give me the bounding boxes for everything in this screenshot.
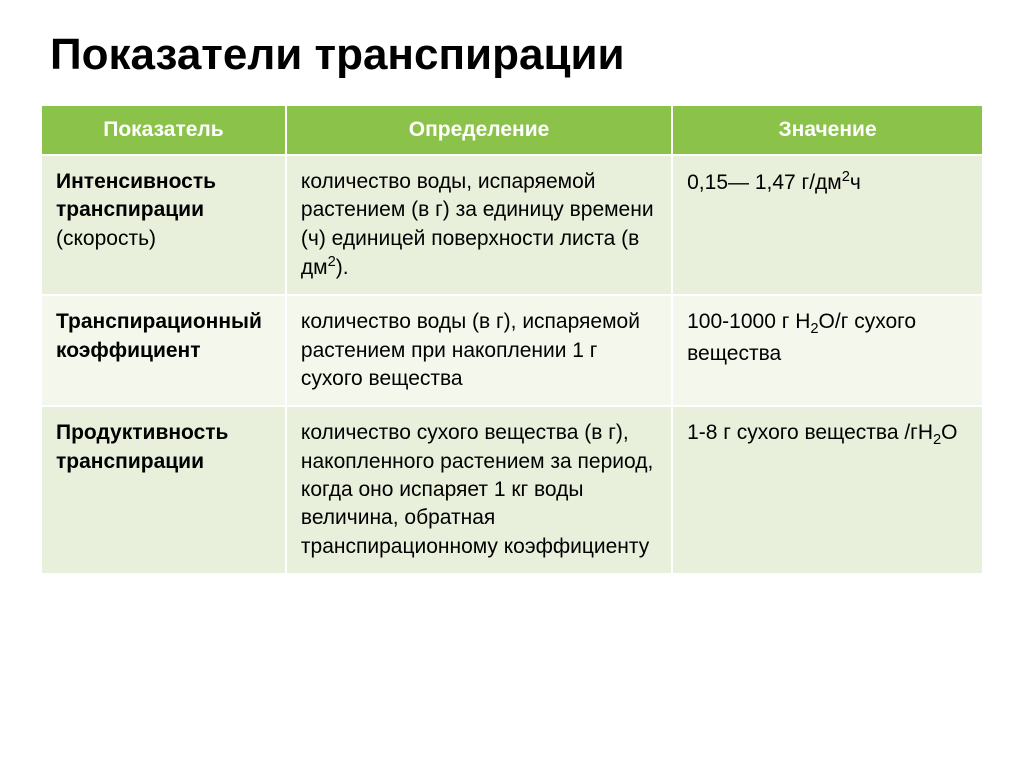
table-row: Транспирационный коэффициент количество … bbox=[41, 295, 983, 406]
cell-value: 0,15— 1,47 г/дм2ч bbox=[672, 155, 983, 295]
col-header-definition: Определение bbox=[286, 105, 672, 155]
value-pre: 0,15— 1,47 г/дм bbox=[687, 171, 842, 194]
table-row: Продуктивность транспирации количество с… bbox=[41, 406, 983, 574]
definition-tail: ). bbox=[336, 256, 349, 279]
cell-indicator: Продуктивность транспирации bbox=[41, 406, 286, 574]
indicator-extra: (скорость) bbox=[56, 227, 156, 250]
cell-indicator: Интенсивность транспирации (скорость) bbox=[41, 155, 286, 295]
indicator-name: Продуктивность транспирации bbox=[56, 421, 228, 472]
cell-indicator: Транспирационный коэффициент bbox=[41, 295, 286, 406]
cell-definition: количество воды (в г), испаряемой растен… bbox=[286, 295, 672, 406]
definition-text: количество сухого вещества (в г), накопл… bbox=[301, 421, 653, 557]
table-row: Интенсивность транспирации (скорость) ко… bbox=[41, 155, 983, 295]
value-post: ч bbox=[850, 171, 861, 194]
col-header-value: Значение bbox=[672, 105, 983, 155]
cell-value: 1-8 г сухого вещества /гН2О bbox=[672, 406, 983, 574]
value-pre: 1-8 г сухого вещества /гН bbox=[687, 421, 933, 444]
definition-sup: 2 bbox=[328, 254, 336, 270]
cell-definition: количество воды, испаряемой растением (в… bbox=[286, 155, 672, 295]
value-mid: О bbox=[941, 421, 957, 444]
cell-definition: количество сухого вещества (в г), накопл… bbox=[286, 406, 672, 574]
cell-value: 100-1000 г Н2О/г сухого вещества bbox=[672, 295, 983, 406]
definition-text: количество воды, испаряемой растением (в… bbox=[301, 170, 654, 279]
transpiration-table: Показатель Определение Значение Интенсив… bbox=[40, 104, 984, 575]
value-sub: 2 bbox=[810, 322, 818, 338]
page-title: Показатели транспирации bbox=[40, 30, 984, 80]
value-sup: 2 bbox=[842, 169, 850, 185]
definition-text: количество воды (в г), испаряемой растен… bbox=[301, 310, 640, 390]
table-header-row: Показатель Определение Значение bbox=[41, 105, 983, 155]
value-pre: 100-1000 г Н bbox=[687, 310, 810, 333]
indicator-name: Интенсивность транспирации bbox=[56, 170, 216, 221]
col-header-indicator: Показатель bbox=[41, 105, 286, 155]
value-sub: 2 bbox=[933, 433, 941, 449]
indicator-name: Транспирационный коэффициент bbox=[56, 310, 262, 361]
